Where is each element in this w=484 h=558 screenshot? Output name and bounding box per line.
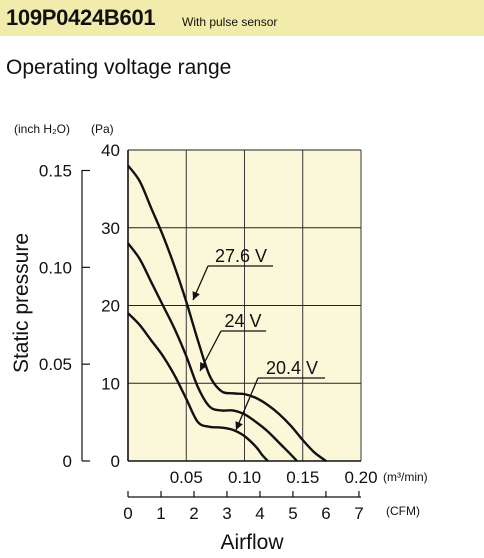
x-tick-label-cfm: 6 xyxy=(321,504,330,523)
x-tick-label-cfm: 4 xyxy=(255,504,264,523)
y-tick-label-inch: 0.15 xyxy=(39,162,72,181)
y-tick-label-pa: 0 xyxy=(111,452,120,471)
x-unit-cfm: (CFM) xyxy=(386,504,420,518)
series-line-24V xyxy=(127,242,298,462)
x-tick-label-cfm: 3 xyxy=(222,504,231,523)
x-tick-label-cfm: 5 xyxy=(288,504,297,523)
chart-heading: Operating voltage range xyxy=(6,56,232,79)
x-tick-label-m3: 0.20 xyxy=(344,468,377,487)
series-annotation-label: 24 V xyxy=(224,311,261,331)
y-tick-label-pa: 30 xyxy=(101,219,120,238)
x-tick-label-cfm: 7 xyxy=(354,504,363,523)
y-unit-pa: (Pa) xyxy=(91,122,114,136)
annotation-arrowhead xyxy=(192,291,200,300)
annotation-arrowhead xyxy=(200,362,208,371)
x-tick-label-m3: 0.15 xyxy=(286,468,319,487)
x-tick-label-cfm: 2 xyxy=(189,504,198,523)
tick-labels: 0 10 20 30 40 0 0.05 0.10 0.15 0.05 0.10 0.15 0.20 0 1… xyxy=(39,141,378,523)
model-header-band: 109P0424B601 With pulse sensor xyxy=(0,0,484,36)
annotation-leader xyxy=(235,377,259,431)
model-number: 109P0424B601 xyxy=(6,5,156,30)
y-axis-label: Static pressure xyxy=(10,233,33,373)
y-tick-label-inch: 0.05 xyxy=(39,355,72,374)
x-unit-m3: (m³/min) xyxy=(383,470,428,484)
series-line-204V xyxy=(127,312,269,462)
axes xyxy=(81,150,361,498)
series-line-276V xyxy=(127,164,327,462)
series-annotations: 27.6 V 24 V 20.4 V xyxy=(192,246,325,431)
y-tick-label-pa: 10 xyxy=(101,374,120,393)
annotation-arrowhead xyxy=(235,421,243,430)
x-axis-label: Airflow xyxy=(220,531,284,554)
series-lines xyxy=(127,164,327,462)
x-tick-label-m3: 0.10 xyxy=(228,468,261,487)
model-subtitle: With pulse sensor xyxy=(182,15,278,29)
y-tick-label-pa: 20 xyxy=(101,297,120,316)
x-tick-label-cfm: 0 xyxy=(123,504,132,523)
x-tick-label-cfm: 1 xyxy=(156,504,165,523)
series-annotation-label: 27.6 V xyxy=(215,246,267,266)
y-tick-label-pa: 40 xyxy=(101,141,120,160)
x-tick-label-m3: 0.05 xyxy=(170,468,203,487)
y-tick-label-inch: 0.10 xyxy=(39,258,72,277)
y-unit-inch: (inch H₂O) xyxy=(14,122,70,136)
y-tick-label-inch: 0 xyxy=(63,452,72,471)
series-annotation-label: 20.4 V xyxy=(266,358,318,378)
